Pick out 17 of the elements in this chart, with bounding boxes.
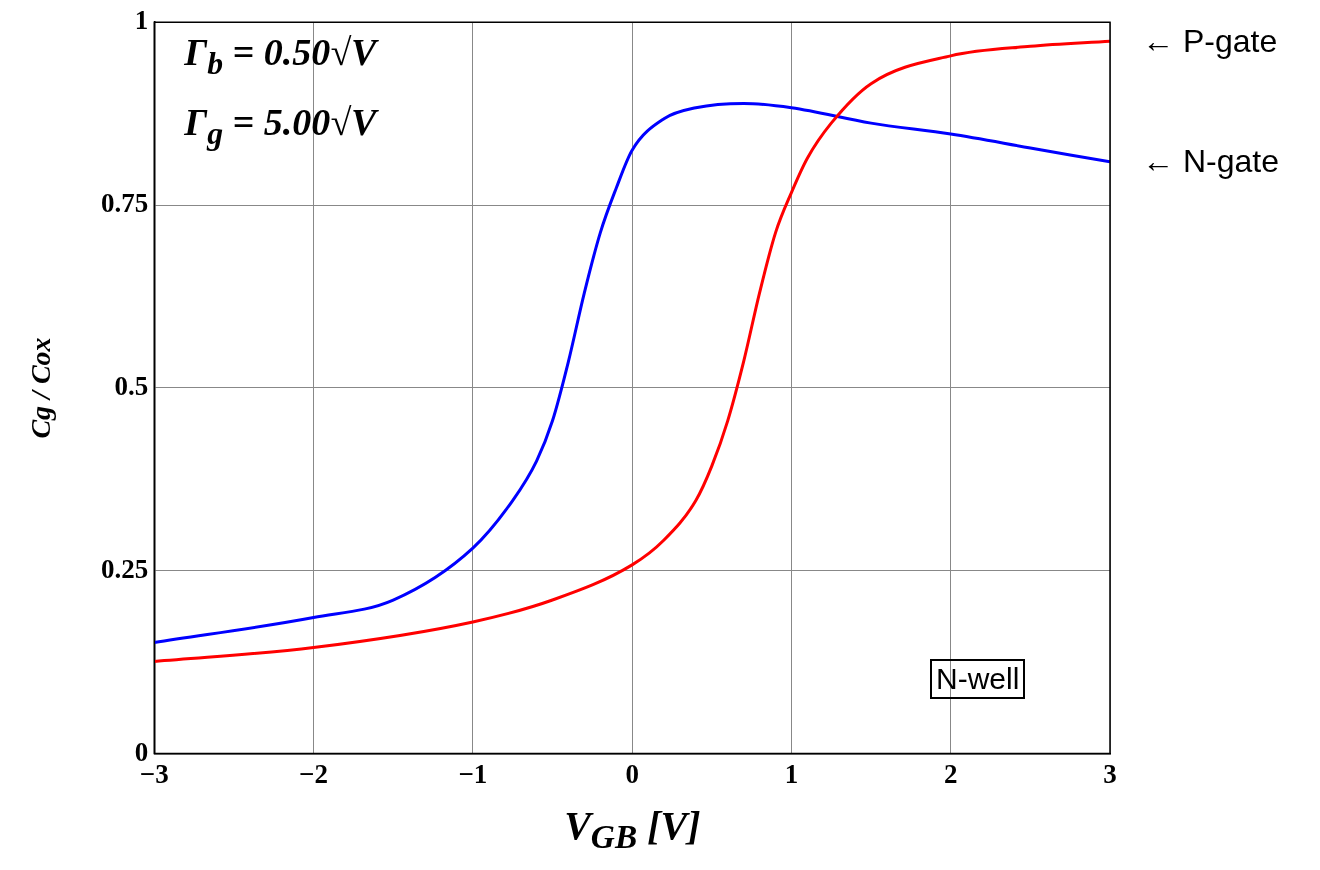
y-tick-label: 0.5 (114, 370, 149, 401)
annotation: Γ$_{b}$ = 0.50√V (184, 30, 377, 82)
y-axis-title: Cg / Cox (24, 337, 57, 439)
annotation: Γ$_{g}$ = 5.00√V (184, 100, 377, 152)
series-label: ← N-gate (1142, 143, 1279, 181)
annotation: N-well (930, 658, 1026, 699)
series-label: ← P-gate (1142, 22, 1278, 60)
x-axis-title: V$_{GB}$ [V] (564, 801, 701, 856)
y-tick-label: 0.25 (101, 553, 149, 584)
x-tick-label: −1 (458, 758, 488, 789)
y-tick-label: 1 (134, 5, 149, 36)
x-tick-label: 1 (784, 758, 799, 789)
y-tick-label: 0.75 (101, 188, 149, 219)
x-tick-label: 3 (1103, 758, 1117, 789)
x-tick-label: 2 (943, 758, 958, 789)
x-tick-label: 0 (625, 758, 639, 789)
x-tick-label: −2 (299, 758, 328, 789)
